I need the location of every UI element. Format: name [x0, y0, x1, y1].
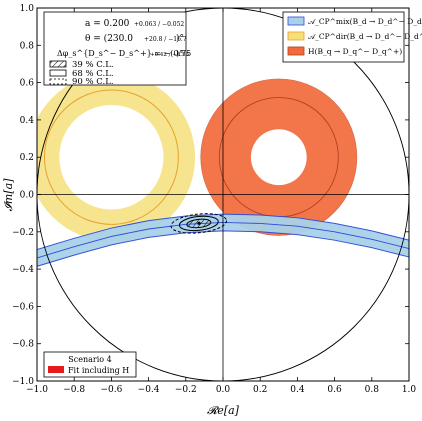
best-fit-point — [197, 221, 201, 225]
fit-swatch — [48, 366, 64, 373]
mix-cp-band — [37, 213, 409, 267]
legend-h-swatch — [287, 46, 305, 56]
param-theta-err: +20.8 / −16.7 — [144, 36, 187, 43]
x-tick-label: −1.0 — [26, 385, 48, 395]
legend-dir-label: 𝒜_CP^dir(B_d → D_d^− D_d^+) — [308, 32, 422, 41]
y-tick-label: −0.2 — [12, 228, 34, 238]
cl68-swatch — [49, 69, 67, 77]
h-annulus — [200, 78, 357, 236]
cl90-swatch — [49, 78, 67, 85]
cl90-label: 90 % C.L. — [72, 77, 114, 87]
param-dphi: Δφ_s^{D_s^− D_s^+} = −(0.75 — [57, 49, 191, 58]
legend-dir-swatch — [287, 31, 305, 41]
param-dphi-tail: )° — [176, 49, 183, 58]
x-tick-label: 0.2 — [253, 385, 267, 395]
x-tick-label: 1.0 — [402, 385, 417, 395]
fit-ellipse-90cl — [170, 213, 228, 234]
x-tick-label: 0.8 — [365, 385, 380, 395]
y-tick-label: −0.6 — [12, 302, 34, 312]
dir-cp-annulus — [37, 73, 196, 242]
dir-cp-central-circle — [43, 89, 179, 225]
x-axis-label: 𝓡e[a] — [207, 404, 240, 417]
param-dphi-err: +0.42 / −0.53 — [150, 52, 190, 58]
param-a-err: +0.063 / −0.052 — [134, 21, 184, 28]
legend-mix-label: 𝒜_CP^mix(B_d → D_d^− D_d^+) — [308, 17, 422, 26]
cl39-swatch — [49, 60, 67, 68]
scenario-label: Scenario 4 — [68, 355, 111, 364]
y-tick-label: 0.4 — [20, 116, 35, 126]
param-theta-tail: )° — [176, 33, 184, 44]
y-tick-label: 0.0 — [20, 191, 35, 201]
h-outer-circle — [200, 78, 358, 236]
y-tick-label: 0.6 — [20, 79, 35, 89]
series-legend: 𝒜_CP^mix(B_d → D_d^− D_d^+) 𝒜_CP^dir(B_d… — [282, 11, 422, 63]
y-tick-label: 0.2 — [20, 153, 34, 163]
y-tick-label: −1.0 — [12, 377, 34, 387]
axis-ticks: −1.0 −0.8 −0.6 −0.4 −0.2 0.0 0.2 0.4 0.6 0.8 1.0 −1… — [12, 4, 416, 395]
cl39-label: 39 % C.L. — [72, 60, 114, 70]
x-tick-label: −0.8 — [63, 385, 85, 395]
legend-mix-swatch — [287, 16, 305, 26]
param-a: a = 0.200 — [85, 19, 130, 29]
legend-h-label: H(B_q → D_q^− D_q^+) — [308, 47, 402, 56]
fit-label: Fit including H — [68, 366, 129, 375]
plot-regions — [37, 8, 409, 381]
y-tick-label: −0.4 — [12, 265, 34, 275]
fit-ellipse-68cl — [178, 215, 219, 232]
scenario-legend: Scenario 4 Fit including H — [43, 351, 137, 378]
x-tick-label: −0.4 — [138, 385, 160, 395]
x-tick-label: −0.2 — [175, 385, 197, 395]
y-tick-label: 1.0 — [20, 4, 35, 14]
x-tick-label: 0.6 — [327, 385, 342, 395]
y-tick-label: 0.8 — [20, 41, 35, 51]
param-theta: θ = (230.0 — [85, 33, 133, 44]
y-axis-label: 𝓘m[a] — [2, 178, 15, 212]
x-tick-label: 0.0 — [216, 385, 231, 395]
y-tick-label: −0.8 — [12, 340, 34, 350]
x-tick-label: 0.4 — [290, 385, 305, 395]
x-tick-label: −0.6 — [100, 385, 122, 395]
parameter-box: a = 0.200 +0.063 / −0.052 θ = (230.0 +20… — [43, 11, 191, 87]
cl68-label: 68 % C.L. — [72, 69, 114, 79]
